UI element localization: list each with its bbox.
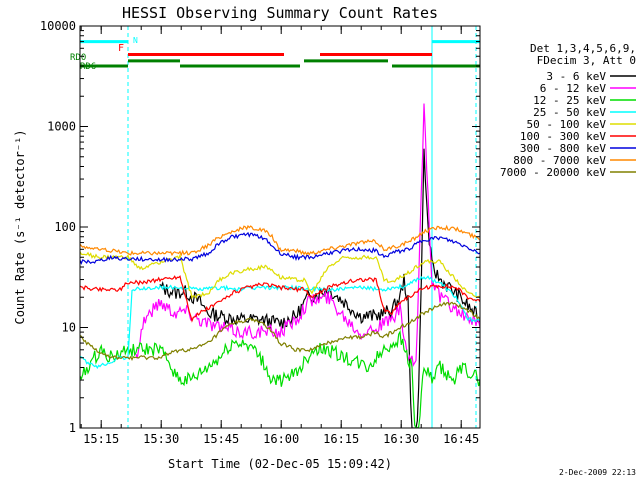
series-line-50-100-kev [80, 251, 480, 300]
x-tick-label-16:00: 16:00 [263, 432, 299, 446]
legend: Det 1,3,4,5,6,9,FDecim 3, Att 0 3 - 6 keV… [500, 42, 636, 179]
y-tick-label-10000: 10000 [40, 19, 76, 33]
y-tick-label-100: 100 [54, 220, 76, 234]
x-axis-label: Start Time (02-Dec-05 15:09:42) [168, 457, 392, 471]
data-group [80, 26, 480, 428]
y-tick-label-10: 10 [62, 321, 76, 335]
legend-label-25-50-kev: 25 - 50 keV [533, 106, 606, 119]
legend-header-line-0: Det 1,3,4,5,6,9, [530, 42, 636, 55]
series-line-100-300-kev [80, 275, 480, 323]
x-tick-label-15:45: 15:45 [203, 432, 239, 446]
legend-label-12-25-kev: 12 - 25 keV [533, 94, 606, 107]
legend-label-800-7000-kev: 800 - 7000 keV [513, 154, 606, 167]
state-label-rd0: RD0 [70, 53, 86, 63]
x-tick-label-16:30: 16:30 [383, 432, 419, 446]
y-axis-label: Count Rate (s⁻¹ detector⁻¹) [13, 129, 27, 324]
state-label-rd6: RD6 [80, 62, 96, 72]
legend-label-300-800-kev: 300 - 800 keV [520, 142, 606, 155]
legend-label-50-100-kev: 50 - 100 keV [527, 118, 607, 131]
x-tick-label-16:45: 16:45 [443, 432, 479, 446]
x-tick-label-15:15: 15:15 [83, 432, 119, 446]
axes: 1 10 100 1000 10000 15:15 15:30 15:45 16:00 16:15… [40, 19, 480, 446]
x-tick-label-15:30: 15:30 [143, 432, 179, 446]
series-line-800-7000-kev [80, 224, 480, 257]
state-label-n: N [133, 36, 138, 45]
chart-title: HESSI Observing Summary Count Rates [122, 4, 438, 22]
legend-header-line-1: FDecim 3, Att 0 [537, 54, 636, 67]
x-tick-label-16:15: 16:15 [323, 432, 359, 446]
state-label-f: F [118, 43, 124, 54]
series-line-12-25-kev [80, 329, 480, 428]
legend-label-3-6-kev: 3 - 6 keV [546, 70, 606, 83]
series-line-7000-20000-kev [80, 301, 480, 362]
timestamp-footer: 2-Dec-2009 22:13 [559, 468, 636, 477]
legend-label-6-12-kev: 6 - 12 keV [540, 82, 607, 95]
series-line-300-800-kev [80, 231, 480, 265]
legend-label-7000-20000-kev: 7000 - 20000 keV [500, 166, 606, 179]
y-tick-label-1: 1 [69, 421, 76, 435]
legend-label-100-300-kev: 100 - 300 keV [520, 130, 606, 143]
y-tick-label-1000: 1000 [47, 120, 76, 134]
